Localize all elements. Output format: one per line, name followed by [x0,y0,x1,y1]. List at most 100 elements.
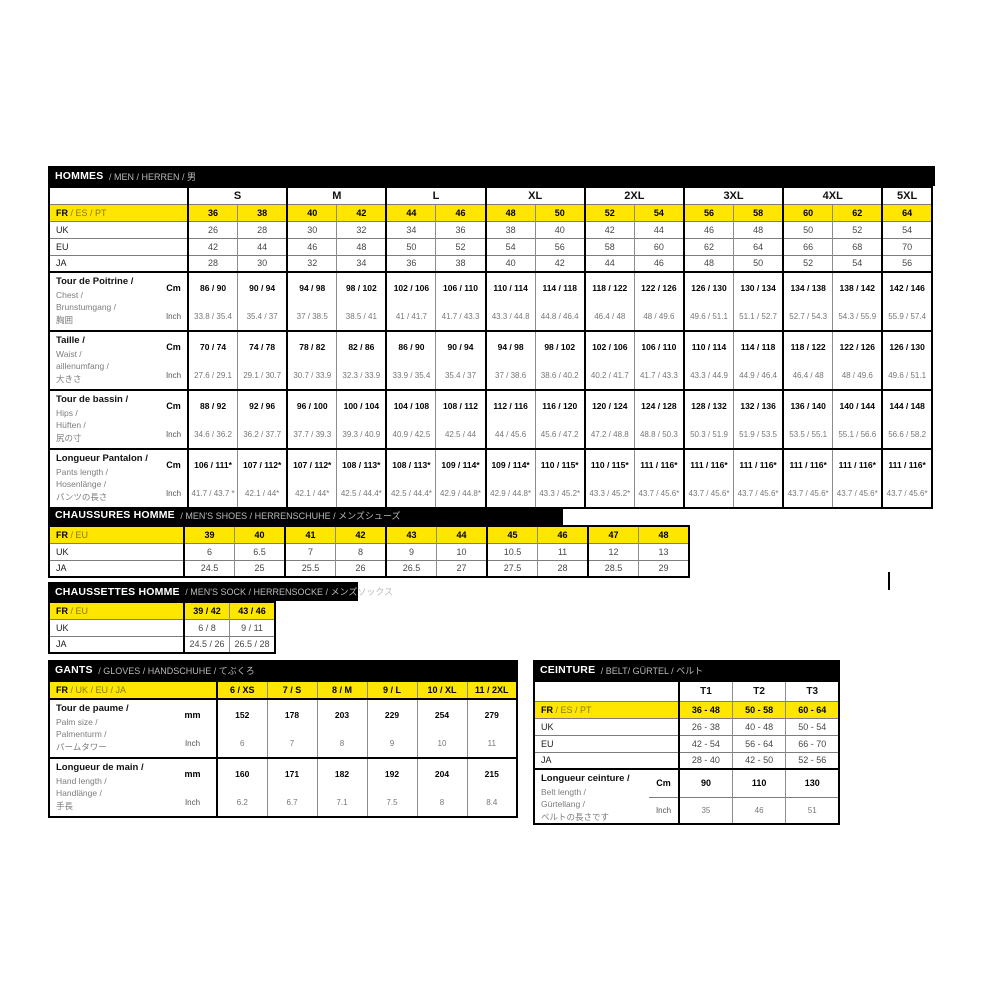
shoes-title-bar: CHAUSSURES HOMME / MEN'S SHOES / HERRENS… [48,505,563,525]
measure-value-cell-bottom: 43.7 / 45.6* [836,488,878,498]
measure-value-cell-top: 142 / 146 [889,282,925,293]
measure-value-cell-bottom: 51.1 / 52.7 [739,311,777,321]
measure-value-cell-top: 126 / 130 [889,341,925,352]
ja-value-cell: 36 [385,254,436,272]
glove-size-cell: 10 / XL [416,681,467,699]
measure-value-cell-stack: 138 / 142 54.3 / 55.9 [834,274,882,330]
size-value-cell: 47 [587,526,639,543]
measure-value-cell: 134 / 138 52.7 / 54.3 [782,271,833,331]
belt-theader-cell: T3 [785,681,840,701]
uk-value-cell: 8 [335,542,386,560]
unit-cell: Cm Inch [160,448,188,508]
measure-value-cell-top: 110 / 115* [590,459,629,470]
measure-name-cell: Tour de Poitrine / Chest / Brunstumgang / 胸… [49,271,160,331]
glove-unit-cell: mm Inch [169,757,217,817]
measure-value-cell-stack: 126 / 130 49.6 / 51.1 [884,333,931,389]
glove-measure-value-cell: 152 6 [216,698,267,758]
measure-value-cell: 109 / 114* 42.9 / 44.8* [484,448,536,508]
uk-value-cell: 38 [484,220,536,238]
measure-name-line: Tour de bassin / [56,394,129,405]
uk-value-cell: 12 [587,542,639,560]
eu-value-cell: 44 [237,237,288,255]
eu-label-cell: EU [49,237,188,255]
size-row-fr: FR / ES / PT 36 38 40 42 44 46 48 50 52 54 56 58 60 62… [49,203,932,221]
ja-label-cell: JA [49,635,184,653]
unit-cell-stack: Cm Inch [160,392,187,448]
size-value-cell: 43 / 46 [229,602,275,619]
measure-value-cell-stack: 110 / 115* 43.3 / 45.2* [587,451,634,507]
uk-value-cell: 26 - 38 [677,717,733,735]
measure-value-cell: 140 / 144 55.1 / 56.6 [832,389,883,449]
measure-value-cell-bottom: 43.7 / 45.6* [737,488,779,498]
size-value-cell: 48 [484,203,536,221]
measure-value-cell-top: 111 / 116* [838,459,876,470]
measure-value-cell-bottom: 45.6 / 47.2 [540,429,579,439]
size-row-fr: FR / EU 39 40 41 42 43 44 45 46 47 48 [49,526,689,543]
fr-label-rest: / EU [68,605,89,616]
measure-value-cell-bottom: 48.8 / 50.3 [639,429,678,439]
measure-value-cell-stack: 109 / 114* 42.9 / 44.8* [488,451,535,507]
measure-value-cell-top: 108 / 113* [342,459,381,470]
measure-value-cell: 126 / 130 49.6 / 51.1 [682,271,734,331]
fr-label-rest: / EU [68,529,89,540]
belt-theader-row: T1 T2 T3 [534,681,840,701]
measure-value-cell-top: 86 / 90 [398,341,425,352]
measure-value-cell-bottom: 35.4 / 37 [246,311,278,321]
size-group-cell: S [186,187,288,204]
measure-value-cell-top: 128 / 132 [691,400,727,411]
uk-value-cell: 52 [832,220,883,238]
measure-value-cell: 110 / 114 43.3 / 44.9 [682,330,734,390]
size-value-cell: 46 [435,203,486,221]
size-value-cell: 36 - 48 [677,700,733,718]
ja-label-cell: JA [534,751,679,769]
glove-measure-row: Tour de paume / Palm size / Palmenturm / パー… [49,698,517,758]
measure-value-cell-bottom: 55.9 / 57.4 [888,311,927,321]
uk-value-cell: 6 [183,542,235,560]
measure-value-cell-bottom: 38.5 / 41 [345,311,377,321]
eu-label-cell: EU [534,734,679,752]
uk-label-cell: UK [49,618,184,636]
size-row-ja: JA 24.5 / 26 26.5 / 28 [49,635,275,653]
measure-name-cell: Tour de bassin / Hips / Hüften / 尻の寸 [49,389,160,449]
size-value-cell: 39 / 42 [183,602,230,619]
glove-measure-value-cell-top: 229 [384,709,400,720]
measure-value-cell-bottom: 42.1 / 44* [295,488,330,498]
uk-value-cell: 50 - 54 [785,717,840,735]
hommes-subtitle: / MEN / HERREN / 男 [106,171,196,182]
measure-value-cell-top: 124 / 128 [641,400,677,411]
belt-measure-cm-row: Longueur ceinture / Belt length / Gürtella… [534,768,840,824]
measure-value-cell-bottom: 42.9 / 44.8* [440,488,481,498]
socks-subtitle: / MEN'S SOCK / HERRENSOCKE / メンズソックス [182,587,394,597]
eu-value-cell: 42 [187,237,238,255]
uk-value-cell: 6.5 [234,542,285,560]
measure-value-cell-bottom: 41.7 / 43.7 * [191,488,235,498]
measure-value-cell: 102 / 106 41 / 41.7 [385,271,436,331]
glove-unit-cell-bottom: Inch [184,797,201,807]
glove-measure-value-cell-stack: 229 9 [368,701,417,757]
measure-value-cell-top: 107 / 112* [293,459,332,470]
glove-measure-value-cell-bottom: 9 [389,738,395,748]
measure-name-line: Longueur ceinture / [541,773,630,784]
gloves-title-bar: GANTS / GLOVES / HANDSCHUHE / てぶくろ [48,660,518,680]
glove-size-cell: 8 / M [316,681,367,699]
measure-value-cell: 120 / 124 47.2 / 48.8 [583,389,635,449]
measure-value-cell: 111 / 116* 43.7 / 45.6* [832,448,883,508]
measure-value-cell: 92 / 96 36.2 / 37.7 [237,389,288,449]
measure-value-cell: 142 / 146 55.9 / 57.4 [881,271,932,331]
shoes-table: FR / EU 39 40 41 42 43 44 45 46 47 48 UK 6 6.5 7 8 9 10 10… [48,525,690,578]
measure-value-cell-top: 111 / 116* [690,459,728,470]
measure-value-cell-bottom: 42.5 / 44 [444,429,477,439]
measure-value-cell-stack: 122 / 126 48 / 49.6 [834,333,882,389]
measure-value-cell-stack: 111 / 116* 43.7 / 45.6* [834,451,882,507]
uk-value-cell: 6 / 8 [183,618,230,636]
uk-value-cell: 54 [881,220,932,238]
measure-value-cell-bottom: 42.5 / 44.4* [390,488,432,498]
measure-value-cell-top: 110 / 114 [691,341,727,352]
ja-value-cell: 44 [583,254,635,272]
uk-value-cell: 40 - 48 [731,717,786,735]
unit-cell-top: Cm [166,400,181,411]
unit-cell: Cm Inch [160,389,188,449]
fr-label-cell: FR / ES / PT [534,700,679,718]
